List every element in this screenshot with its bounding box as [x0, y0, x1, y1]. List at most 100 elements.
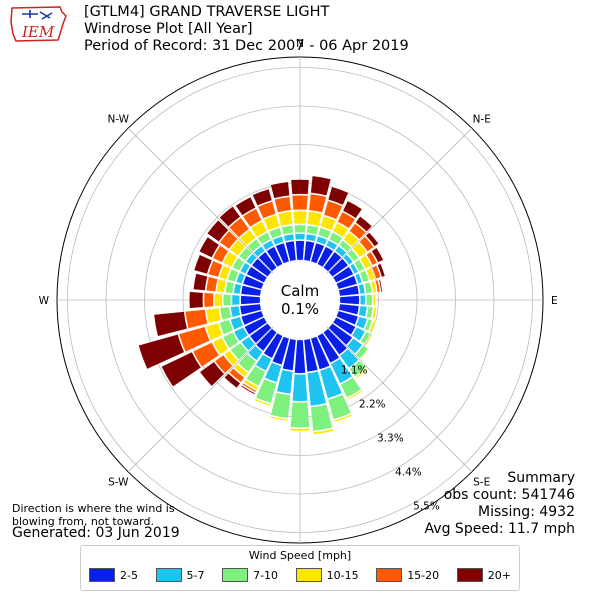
legend-swatch: [155, 568, 182, 582]
wedge-280-5-7: [233, 283, 242, 295]
radial-tick-label: 1.1%: [341, 364, 368, 376]
wedge-140-2-5: [323, 328, 348, 355]
wedge-290-20+: [193, 254, 213, 275]
wedge-150-7-10: [340, 377, 362, 398]
wedge-260-15-20: [185, 309, 208, 329]
radial-tick-label: 3.3%: [377, 432, 404, 444]
wedge-0-15-20: [291, 195, 309, 211]
wedge-330-15-20: [242, 208, 262, 228]
angular-gridline: [299, 127, 473, 301]
wedge-40-10-15: [343, 231, 359, 247]
wedge-260-7-10: [219, 306, 232, 321]
wedge-10-20+: [310, 175, 332, 196]
legend-label: 7-10: [253, 568, 279, 582]
legend-swatch: [456, 568, 483, 582]
legend-item-5-7: 5-7: [155, 568, 205, 582]
wedge-230-5-7: [241, 336, 256, 351]
wedge-220-2-5: [255, 328, 277, 352]
wedge-270-20+: [189, 291, 204, 309]
wedge-180-5-7: [292, 374, 308, 402]
calm-label: Calm: [281, 282, 319, 300]
wedge-110-5-7: [355, 316, 368, 329]
legend-swatch: [89, 568, 115, 582]
wedge-310-15-20: [219, 230, 238, 250]
wedge-40-7-10: [339, 240, 352, 253]
wedge-210-20+: [240, 385, 256, 395]
legend-swatch: [222, 568, 249, 582]
legend-swatch: [376, 568, 403, 582]
wedge-50-20+: [365, 232, 379, 247]
wedge-260-10-15: [205, 307, 222, 324]
wedge-50-5-7: [342, 254, 354, 266]
wedge-300-20+: [199, 236, 220, 258]
wedge-30-7-10: [328, 232, 343, 245]
wedge-20-2-5: [310, 242, 325, 264]
wedge-330-2-5: [266, 246, 283, 268]
wedge-200-5-7: [264, 362, 282, 383]
wedge-90-20+: [377, 293, 379, 307]
wedge-50-10-15: [352, 242, 367, 258]
wedge-0-7-10: [294, 224, 306, 233]
wedge-20-20+: [327, 186, 349, 206]
compass-label-W: W: [39, 295, 50, 307]
legend-label: 5-7: [186, 568, 205, 582]
wedge-30-5-7: [325, 240, 338, 251]
wedge-110-2-5: [336, 310, 359, 326]
wedge-250-20+: [138, 334, 185, 370]
wedge-130-7-10: [355, 345, 369, 359]
wedge-70-10-15: [365, 267, 376, 281]
wedge-160-5-7: [319, 366, 343, 399]
wedge-0-20+: [290, 179, 310, 195]
wedge-80-15-20: [375, 279, 381, 293]
wedge-80-5-7: [358, 283, 366, 295]
wedge-340-20+: [252, 188, 273, 206]
wedge-230-20+: [199, 361, 225, 387]
wedge-10-15-20: [308, 193, 327, 213]
wedge-90-7-10: [365, 294, 373, 306]
wedge-70-2-5: [336, 275, 358, 290]
wedge-60-10-15: [359, 255, 372, 269]
wedge-120-10-15: [364, 333, 373, 346]
period-of-record: Period of Record: 31 Dec 2007 - 06 Apr 2…: [84, 38, 409, 54]
wedge-200-10-15: [254, 398, 271, 407]
compass-label-E: E: [551, 295, 558, 307]
legend-item-15-20: 15-20: [376, 568, 439, 582]
wedge-310-10-15: [229, 239, 246, 256]
wedge-10-2-5: [303, 240, 315, 262]
wedge-20-7-10: [318, 227, 332, 239]
compass-label-N: N: [296, 38, 304, 50]
wedge-150-2-5: [317, 332, 340, 364]
wedge-90-10-15: [372, 294, 376, 306]
wedge-90-2-5: [339, 295, 360, 305]
wedge-20-10-15: [320, 215, 337, 231]
wedge-350-10-15: [277, 211, 293, 227]
legend-label: 10-15: [326, 568, 359, 582]
wedge-320-15-20: [229, 217, 250, 238]
wedge-30-2-5: [317, 246, 334, 268]
wedge-280-15-20: [205, 276, 218, 292]
iem-logo: IEM: [8, 4, 68, 48]
wedge-260-5-7: [230, 305, 241, 318]
wedge-140-5-7: [339, 348, 359, 369]
wedge-100-5-7: [358, 305, 368, 317]
calm-circle: [262, 262, 338, 338]
wind-speed-legend: Wind Speed [mph] 2-5 5-7 7-10 10-15 15-20 20+: [80, 545, 520, 591]
wedge-70-20+: [377, 263, 386, 278]
wedge-60-5-7: [349, 263, 359, 275]
wedge-320-5-7: [253, 245, 266, 258]
wedge-340-10-15: [263, 214, 280, 231]
wedge-130-5-7: [346, 338, 363, 354]
wedge-220-5-7: [247, 345, 263, 361]
wedge-80-2-5: [338, 285, 360, 297]
wedge-210-5-7: [255, 353, 272, 372]
wedge-70-7-10: [359, 270, 370, 283]
wedge-250-10-15: [205, 322, 223, 341]
wedge-240-15-20: [192, 342, 220, 368]
wedge-170-10-15: [312, 428, 334, 435]
wedge-40-20+: [355, 216, 373, 232]
wedge-300-15-20: [212, 245, 229, 263]
wedge-230-15-20: [214, 354, 233, 374]
wedge-240-7-10: [222, 332, 239, 349]
wedge-200-7-10: [255, 378, 277, 404]
wedge-220-10-15: [233, 363, 249, 377]
